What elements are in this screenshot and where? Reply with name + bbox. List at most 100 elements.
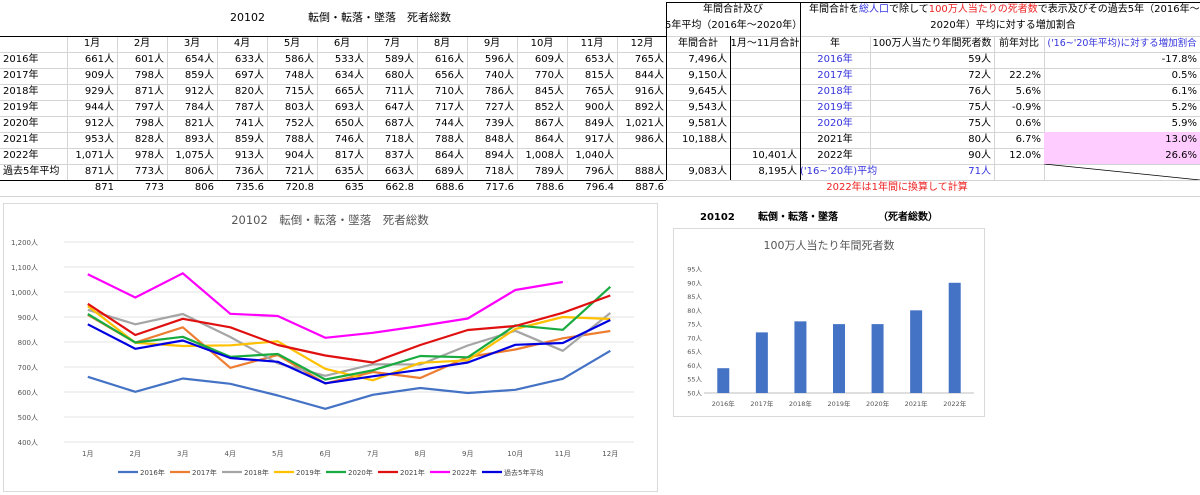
right-note-per-million: 100万人当たりの死者数 xyxy=(928,4,1038,15)
month-cell: 727人 xyxy=(484,102,514,113)
avg-raw-cell: 735.6 xyxy=(235,182,264,193)
per-million-cell: 75人 xyxy=(968,118,991,129)
month-cell: 788人 xyxy=(284,134,314,145)
line-chart-panel: 20102 転倒・転落・墜落 死者総数 400人 500人 600人 700人 800人 9… xyxy=(3,203,658,492)
year-cell: 2022年 xyxy=(817,150,853,161)
month-cell: 1,008人 xyxy=(525,150,564,161)
right-note-part: 年間合計を xyxy=(809,4,859,15)
legend-label: 2016年 xyxy=(140,468,165,477)
annual-cell: 9,083人 xyxy=(688,166,727,177)
month-cell: 953人 xyxy=(84,134,114,145)
bar-chart-panel: 100万人当たり年間死者数 50人 55人 60人 65人 70人 75人 80人 85人 90人… xyxy=(673,228,985,417)
y-tick-label: 800人 xyxy=(18,339,38,347)
avg-raw-cell: 871 xyxy=(94,182,114,193)
month-cell: 665人 xyxy=(334,86,364,97)
month-cell: 837人 xyxy=(384,150,414,161)
month-cell: 867人 xyxy=(534,118,564,129)
row-label: 2017年 xyxy=(3,70,39,81)
x-tick-label: 2月 xyxy=(130,450,141,458)
month-header: 8月 xyxy=(433,38,451,49)
grid-row-line xyxy=(0,196,1200,197)
month-cell: 596人 xyxy=(484,54,514,65)
x-tick-label: 2019年 xyxy=(827,399,851,408)
month-header: 11月 xyxy=(580,38,604,49)
grid-row-line xyxy=(0,52,1200,53)
month-header: 3月 xyxy=(183,38,201,49)
month-cell: 687人 xyxy=(384,118,414,129)
line-chart-title: 20102 転倒・転落・墜落 死者総数 xyxy=(231,213,429,227)
per-million-cell: 90人 xyxy=(968,150,991,161)
month-header: 7月 xyxy=(383,38,401,49)
col-annual-header: 年間合計 xyxy=(678,38,718,49)
increase-cell: -17.8% xyxy=(1161,54,1197,65)
legend-label: 2021年 xyxy=(400,468,425,477)
month-cell: 656人 xyxy=(434,70,464,81)
month-cell: 944人 xyxy=(84,102,114,113)
bar-2021年 xyxy=(910,310,923,393)
per-million-cell: 80人 xyxy=(968,134,991,145)
legend-label: 2017年 xyxy=(192,468,217,477)
table-title-name: 転倒・転落・墜落 死者総数 xyxy=(308,11,451,24)
year-cell: 2017年 xyxy=(817,70,853,81)
month-cell: 859人 xyxy=(234,134,264,145)
month-cell: 718人 xyxy=(484,166,514,177)
month-cell: 798人 xyxy=(134,118,164,129)
month-cell: 929人 xyxy=(84,86,114,97)
legend-label: 2019年 xyxy=(296,468,321,477)
increase-cell: 5.9% xyxy=(1171,118,1197,129)
month-cell: 916人 xyxy=(634,86,664,97)
month-cell: 888人 xyxy=(634,166,664,177)
month-cell: 817人 xyxy=(334,150,364,161)
series-line-過去5年平均 xyxy=(87,319,611,385)
month-cell: 711人 xyxy=(384,86,414,97)
month-cell: 797人 xyxy=(134,102,164,113)
month-cell: 533人 xyxy=(334,54,364,65)
annual-note-line2: 5年平均（2016年～2020年） xyxy=(665,20,803,31)
month-cell: 770人 xyxy=(534,70,564,81)
year-cell: 2021年 xyxy=(817,134,853,145)
yoy-cell xyxy=(994,164,1044,180)
grid-row-line xyxy=(0,68,1200,69)
avg-raw-cell: 806 xyxy=(194,182,214,193)
month-cell: 913人 xyxy=(234,150,264,161)
grid-row-line xyxy=(0,100,1200,101)
month-header: 6月 xyxy=(333,38,351,49)
y-tick-label: 900人 xyxy=(18,314,38,322)
jan-nov-cell xyxy=(730,84,800,100)
series-line-2018年 xyxy=(87,308,611,377)
month-header: 10月 xyxy=(530,38,554,49)
month-cell: 650人 xyxy=(334,118,364,129)
month-cell: 828人 xyxy=(134,134,164,145)
grid-row-line xyxy=(0,116,1200,117)
series-line-2016年 xyxy=(87,349,611,410)
year-cell: 2016年 xyxy=(817,54,853,65)
grid-col-line xyxy=(567,36,568,180)
increase-cell: 6.1% xyxy=(1171,86,1197,97)
x-tick-label: 2018年 xyxy=(789,399,813,408)
month-cell: 715人 xyxy=(284,86,314,97)
avg-raw-cell: 887.6 xyxy=(635,182,664,193)
year-cell: 2019年 xyxy=(817,102,853,113)
month-cell: 739人 xyxy=(484,118,514,129)
month-cell: 765人 xyxy=(634,54,664,65)
month-cell: 859人 xyxy=(184,70,214,81)
border-line xyxy=(666,36,667,180)
border-line xyxy=(800,36,801,180)
right-note-part: で表示及びその過去5年（2016年～ xyxy=(1037,4,1200,15)
avg-raw-cell: 796.4 xyxy=(585,182,614,193)
month-cell: 844人 xyxy=(634,70,664,81)
grid-col-line xyxy=(994,36,995,180)
legend-label: 過去5年平均 xyxy=(504,468,543,477)
bar-chart-title: 100万人当たり年間死者数 xyxy=(764,238,895,252)
x-tick-label: 2017年 xyxy=(750,399,774,408)
x-tick-label: 10月 xyxy=(507,450,523,458)
jan-nov-cell xyxy=(730,132,800,148)
month-cell: 589人 xyxy=(384,54,414,65)
y-tick-label: 50人 xyxy=(687,390,702,398)
y-tick-label: 400人 xyxy=(18,439,38,447)
series-line-2017年 xyxy=(87,313,611,385)
increase-cell: 13.0% xyxy=(1044,132,1200,148)
jan-nov-cell: 10,401人 xyxy=(752,150,797,161)
border-line xyxy=(666,2,1200,3)
avg-raw-cell: 788.6 xyxy=(535,182,564,193)
